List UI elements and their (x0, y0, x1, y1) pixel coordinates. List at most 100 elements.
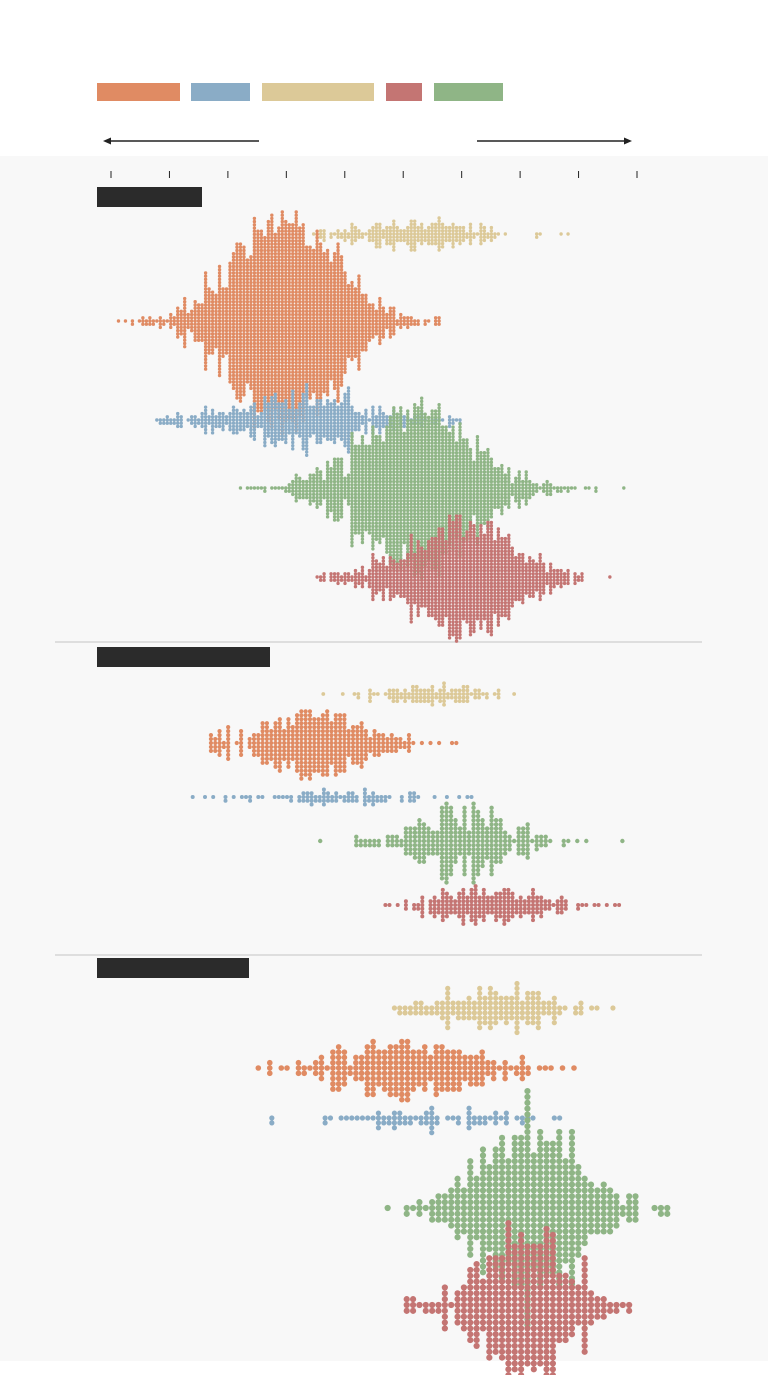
data-point (308, 351, 312, 355)
data-point (238, 274, 243, 278)
data-point (266, 235, 271, 240)
data-point (353, 518, 358, 522)
data-point (294, 415, 298, 419)
data-point (374, 441, 379, 445)
data-point (374, 534, 379, 538)
data-point (308, 421, 312, 425)
data-point (277, 328, 281, 333)
data-point (242, 383, 246, 387)
data-point (409, 454, 413, 458)
data-point (311, 309, 316, 314)
data-point (186, 319, 190, 323)
data-point (270, 408, 274, 413)
data-point (238, 348, 243, 352)
data-point (224, 344, 229, 349)
data-point (284, 396, 288, 400)
data-point (367, 486, 372, 490)
data-point (308, 303, 312, 307)
data-point (203, 367, 208, 371)
data-point (482, 499, 487, 503)
data-point (336, 306, 340, 310)
data-point (416, 322, 420, 326)
data-point (273, 328, 278, 333)
data-point (322, 338, 326, 342)
data-point (277, 268, 281, 272)
data-point (357, 531, 361, 535)
data-point (207, 328, 211, 333)
data-point (489, 463, 494, 468)
data-point (325, 364, 330, 368)
data-point (217, 319, 222, 323)
data-point (378, 492, 382, 497)
data-point (224, 322, 229, 326)
data-point (399, 483, 403, 487)
data-point (266, 383, 271, 387)
data-point (256, 235, 260, 240)
data-point (245, 328, 250, 333)
data-point (256, 354, 260, 358)
data-point (357, 524, 361, 529)
data-point (364, 306, 368, 310)
data-point (252, 360, 257, 365)
data-point (270, 437, 274, 441)
data-point (245, 312, 250, 317)
data-point (322, 296, 326, 301)
data-point (298, 290, 302, 294)
data-point (332, 344, 337, 349)
data-point (381, 489, 386, 493)
data-point (371, 441, 375, 445)
data-point (353, 427, 358, 432)
data-point (203, 357, 208, 362)
data-point (332, 476, 337, 481)
data-point (332, 502, 337, 506)
data-point (238, 486, 243, 490)
data-point (315, 229, 319, 233)
data-point (385, 325, 389, 330)
data-point (426, 415, 431, 420)
data-point (238, 424, 243, 429)
data-point (284, 364, 288, 368)
data-point (238, 306, 243, 310)
data-point (193, 418, 197, 422)
data-point (169, 312, 173, 317)
data-point (315, 242, 319, 246)
data-point (413, 505, 417, 509)
data-point (301, 411, 305, 416)
data-point (291, 309, 295, 314)
data-point (468, 508, 473, 513)
data-point (454, 460, 459, 465)
data-point (308, 364, 312, 368)
data-point (360, 332, 365, 336)
data-point (357, 319, 361, 323)
data-point (249, 325, 253, 330)
data-point (207, 335, 211, 339)
data-point (266, 306, 271, 310)
data-point (419, 409, 424, 413)
data-point (263, 364, 267, 368)
data-point (357, 460, 361, 465)
data-point (430, 222, 434, 227)
data-point (357, 316, 361, 320)
data-point (461, 451, 466, 455)
data-point (346, 402, 351, 406)
data-point (238, 284, 243, 288)
data-point (280, 296, 284, 301)
data-point (472, 483, 476, 487)
data-point (444, 473, 448, 477)
data-point (350, 284, 354, 288)
data-point (231, 344, 236, 349)
data-point (336, 393, 340, 397)
data-point (332, 508, 337, 513)
data-point (325, 290, 330, 294)
data-point (256, 409, 260, 413)
data-point (318, 322, 323, 326)
data-point (224, 300, 229, 304)
data-point (137, 319, 142, 323)
data-point (291, 348, 295, 352)
data-point (242, 322, 246, 326)
data-point (409, 435, 413, 439)
data-point (399, 550, 403, 554)
data-point (479, 222, 483, 227)
data-point (350, 473, 354, 477)
data-point (291, 261, 295, 265)
